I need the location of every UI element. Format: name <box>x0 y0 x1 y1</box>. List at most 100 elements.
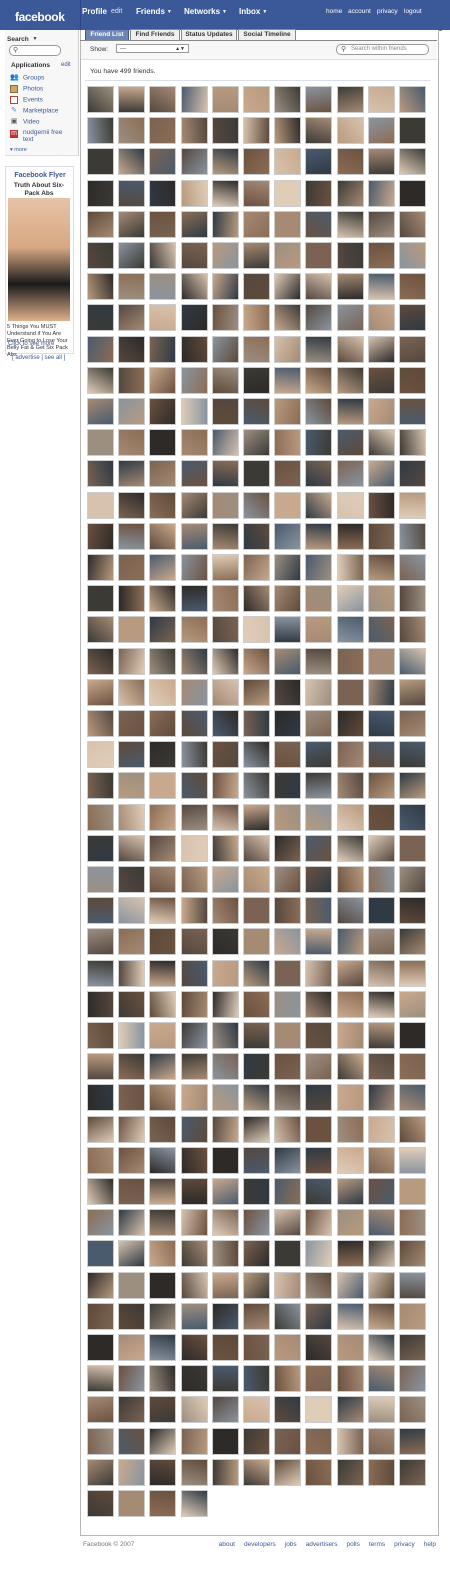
friend-thumbnail[interactable] <box>87 1240 114 1267</box>
nav-inbox[interactable]: Inbox ▼ <box>239 7 267 16</box>
friend-thumbnail[interactable] <box>337 1272 364 1299</box>
friend-thumbnail[interactable] <box>149 242 176 269</box>
friend-thumbnail[interactable] <box>181 866 208 893</box>
friend-thumbnail[interactable] <box>212 585 239 612</box>
friend-thumbnail[interactable] <box>305 1084 332 1111</box>
friend-thumbnail[interactable] <box>118 648 145 675</box>
friend-thumbnail[interactable] <box>368 741 395 768</box>
friend-thumbnail[interactable] <box>337 616 364 643</box>
facebook-logo[interactable]: facebook <box>15 10 65 24</box>
footer-link-help[interactable]: help <box>423 1541 436 1548</box>
friend-thumbnail[interactable] <box>212 1116 239 1143</box>
friend-thumbnail[interactable] <box>149 866 176 893</box>
friend-thumbnail[interactable] <box>399 273 426 300</box>
friend-thumbnail[interactable] <box>118 367 145 394</box>
friend-thumbnail[interactable] <box>149 492 176 519</box>
friend-thumbnail[interactable] <box>305 741 332 768</box>
friend-thumbnail[interactable] <box>212 1084 239 1111</box>
friend-thumbnail[interactable] <box>274 1428 301 1455</box>
nav-logout[interactable]: logout <box>404 8 422 15</box>
friend-thumbnail[interactable] <box>337 273 364 300</box>
friend-thumbnail[interactable] <box>274 710 301 737</box>
show-select[interactable]: --- ▲▼ <box>116 44 189 53</box>
friend-thumbnail[interactable] <box>305 242 332 269</box>
friend-thumbnail[interactable] <box>305 835 332 862</box>
friend-thumbnail[interactable] <box>399 648 426 675</box>
friend-thumbnail[interactable] <box>305 460 332 487</box>
sidebar-item-marketplace[interactable]: ✎ Marketplace <box>10 107 58 115</box>
friend-thumbnail[interactable] <box>274 117 301 144</box>
friend-thumbnail[interactable] <box>149 928 176 955</box>
friend-thumbnail[interactable] <box>337 304 364 331</box>
friend-thumbnail[interactable] <box>212 1022 239 1049</box>
friend-thumbnail[interactable] <box>118 1334 145 1361</box>
ad-title[interactable]: Truth About Six-Pack Abs <box>13 182 65 197</box>
friend-thumbnail[interactable] <box>337 710 364 737</box>
nav-privacy[interactable]: privacy <box>377 8 398 15</box>
friend-thumbnail[interactable] <box>305 648 332 675</box>
tab-find-friends[interactable]: Find Friends <box>130 29 180 40</box>
friend-thumbnail[interactable] <box>181 1178 208 1205</box>
friend-thumbnail[interactable] <box>368 211 395 238</box>
friend-thumbnail[interactable] <box>337 1240 364 1267</box>
friend-thumbnail[interactable] <box>181 1272 208 1299</box>
friend-thumbnail[interactable] <box>305 1022 332 1049</box>
friend-thumbnail[interactable] <box>243 616 270 643</box>
friend-thumbnail[interactable] <box>181 523 208 550</box>
friend-thumbnail[interactable] <box>337 1303 364 1330</box>
friend-thumbnail[interactable] <box>118 741 145 768</box>
friend-thumbnail[interactable] <box>118 1272 145 1299</box>
friend-thumbnail[interactable] <box>399 710 426 737</box>
friend-thumbnail[interactable] <box>118 1396 145 1423</box>
friend-thumbnail[interactable] <box>399 1022 426 1049</box>
friend-thumbnail[interactable] <box>243 648 270 675</box>
friend-thumbnail[interactable] <box>181 1365 208 1392</box>
friend-thumbnail[interactable] <box>399 1428 426 1455</box>
friend-thumbnail[interactable] <box>337 180 364 207</box>
friend-thumbnail[interactable] <box>87 1116 114 1143</box>
friend-thumbnail[interactable] <box>87 804 114 831</box>
friend-thumbnail[interactable] <box>118 304 145 331</box>
friend-thumbnail[interactable] <box>181 1334 208 1361</box>
friend-thumbnail[interactable] <box>274 741 301 768</box>
friend-thumbnail[interactable] <box>181 960 208 987</box>
friend-thumbnail[interactable] <box>181 367 208 394</box>
friend-thumbnail[interactable] <box>118 429 145 456</box>
friend-thumbnail[interactable] <box>181 772 208 799</box>
friend-thumbnail[interactable] <box>305 866 332 893</box>
friend-thumbnail[interactable] <box>368 960 395 987</box>
friend-thumbnail[interactable] <box>212 273 239 300</box>
friend-thumbnail[interactable] <box>212 804 239 831</box>
friend-thumbnail[interactable] <box>149 336 176 363</box>
friend-thumbnail[interactable] <box>274 1459 301 1486</box>
friend-thumbnail[interactable] <box>337 1084 364 1111</box>
friend-thumbnail[interactable] <box>305 1459 332 1486</box>
friend-thumbnail[interactable] <box>243 86 270 113</box>
friend-thumbnail[interactable] <box>337 492 364 519</box>
friend-thumbnail[interactable] <box>368 1053 395 1080</box>
friend-thumbnail[interactable] <box>212 866 239 893</box>
friend-thumbnail[interactable] <box>243 1365 270 1392</box>
friend-thumbnail[interactable] <box>181 835 208 862</box>
footer-link-about[interactable]: about <box>218 1541 235 1548</box>
friend-thumbnail[interactable] <box>274 1209 301 1236</box>
friend-thumbnail[interactable] <box>337 960 364 987</box>
friend-thumbnail[interactable] <box>212 1209 239 1236</box>
friend-thumbnail[interactable] <box>368 616 395 643</box>
friend-thumbnail[interactable] <box>337 336 364 363</box>
friend-thumbnail[interactable] <box>118 1209 145 1236</box>
friend-thumbnail[interactable] <box>399 1334 426 1361</box>
friend-thumbnail[interactable] <box>181 554 208 581</box>
friend-thumbnail[interactable] <box>399 523 426 550</box>
friend-thumbnail[interactable] <box>118 148 145 175</box>
friend-thumbnail[interactable] <box>212 336 239 363</box>
friend-thumbnail[interactable] <box>399 741 426 768</box>
friend-thumbnail[interactable] <box>337 1209 364 1236</box>
friend-thumbnail[interactable] <box>181 180 208 207</box>
friend-thumbnail[interactable] <box>368 460 395 487</box>
friend-thumbnail[interactable] <box>87 897 114 924</box>
friend-thumbnail[interactable] <box>368 398 395 425</box>
friend-thumbnail[interactable] <box>118 336 145 363</box>
friend-thumbnail[interactable] <box>399 148 426 175</box>
friend-thumbnail[interactable] <box>87 148 114 175</box>
